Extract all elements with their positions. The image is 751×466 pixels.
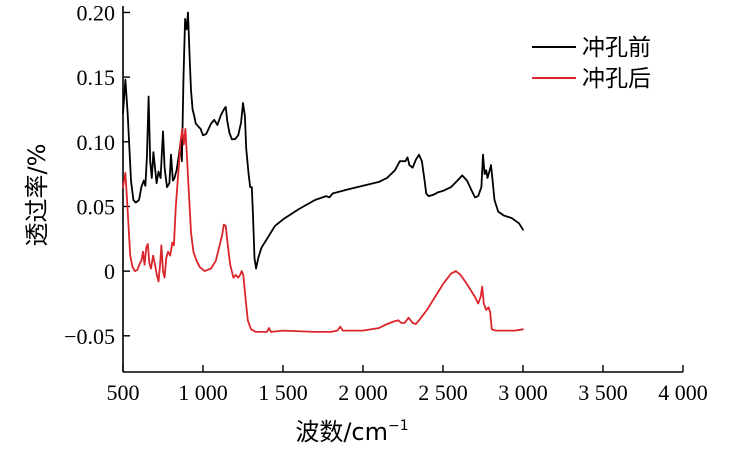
x-tick-label: 2 000 (338, 380, 388, 405)
series-lines (122, 11, 524, 333)
legend-label-after: 冲孔后 (582, 66, 651, 92)
y-tick-label: 0.10 (77, 130, 116, 155)
x-axis-title-superscript: −1 (388, 418, 409, 434)
y-tick-label: −0.05 (64, 324, 115, 349)
legend: 冲孔前 冲孔后 (532, 35, 651, 92)
x-tick-label: 1 000 (178, 380, 228, 405)
x-tick-label: 3 000 (498, 380, 548, 405)
y-tick-label: 0.20 (77, 0, 116, 25)
x-axis-title: 波数/cm−1 (295, 418, 408, 446)
series-line-after (122, 128, 524, 333)
x-axis-ticks: 500 1 000 1 500 2 000 2 500 3 000 3 500 4 000 (107, 365, 708, 405)
y-tick-label: 0.15 (77, 65, 116, 90)
x-tick-label: 3 500 (578, 380, 628, 405)
x-tick-label: 500 (107, 380, 140, 405)
legend-label-before: 冲孔前 (582, 35, 651, 61)
y-axis-ticks: −0.05 0 0.05 0.10 0.15 0.20 (64, 0, 130, 349)
y-axis-title: 透过率/% (23, 144, 51, 247)
x-tick-label: 2 500 (418, 380, 468, 405)
x-tick-label: 4 000 (658, 380, 708, 405)
series-line-before (122, 11, 524, 270)
x-tick-label: 1 500 (258, 380, 308, 405)
y-tick-label: 0 (104, 259, 115, 284)
y-tick-label: 0.05 (77, 194, 116, 219)
